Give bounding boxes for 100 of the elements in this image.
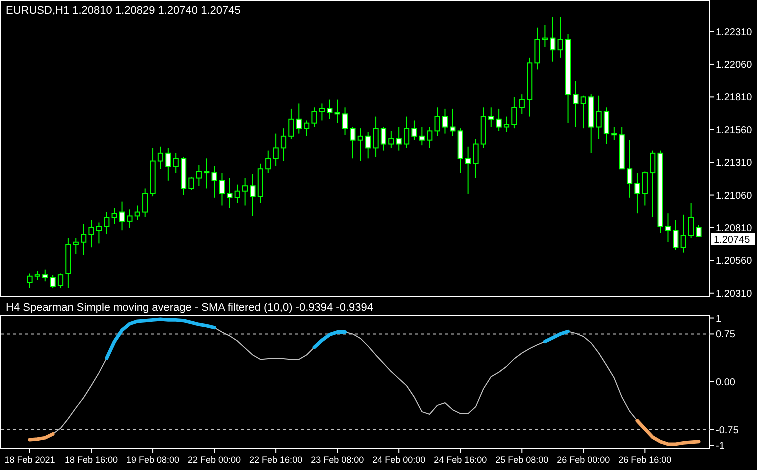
candlestick (626, 140, 633, 198)
candlestick (196, 164, 202, 187)
candlestick (58, 273, 64, 289)
candlestick (558, 16, 564, 58)
candlestick (434, 107, 440, 137)
candlestick (419, 126, 425, 146)
candlestick (312, 107, 318, 128)
candlestick (634, 172, 640, 214)
x-tick-label: 26 Feb 16:00 (618, 455, 672, 465)
y-tick-label: 1.21060 (716, 190, 753, 202)
candlestick (380, 126, 387, 152)
candlestick (219, 172, 226, 206)
candlestick (242, 178, 248, 206)
candlestick (542, 24, 548, 48)
candlestick (673, 220, 679, 251)
candlestick (580, 95, 586, 130)
candlestick (366, 132, 372, 160)
candlestick (327, 99, 333, 120)
candlestick (596, 95, 602, 140)
y-tick-label: 1.21560 (716, 125, 753, 136)
y-tick-label: 0.75 (716, 330, 736, 341)
candlestick (358, 128, 364, 162)
candlestick (119, 201, 126, 232)
candlestick (373, 116, 379, 158)
candlestick (512, 96, 518, 130)
candlestick (50, 274, 56, 289)
candlestick (134, 205, 140, 221)
candlestick (650, 150, 656, 218)
candlestick (504, 116, 510, 133)
candlestick (680, 214, 686, 254)
candlestick (266, 150, 272, 174)
candlestick (158, 146, 164, 170)
y-tick-label: 1.21810 (716, 92, 753, 104)
candlestick (342, 107, 348, 136)
candlestick (534, 27, 540, 70)
x-tick-label: 24 Feb 16:00 (434, 455, 488, 465)
candlestick (450, 108, 456, 137)
candlestick (88, 220, 94, 248)
candlestick (280, 128, 287, 162)
x-tick-label: 18 Feb 2021 (4, 455, 56, 465)
y-tick-label: 0.00 (716, 378, 736, 388)
candlestick (466, 146, 472, 194)
candlestick (319, 103, 326, 122)
candlestick (81, 224, 87, 256)
candlestick (234, 184, 240, 204)
candlestick (288, 108, 294, 140)
chart-title: EURUSD,H1 1.20810 1.20829 1.20740 1.20745 (6, 5, 241, 17)
candlestick (304, 120, 310, 137)
candlestick (688, 202, 694, 239)
x-tick-label: 23 Feb 08:00 (311, 455, 364, 465)
candlestick (388, 130, 394, 149)
x-tick-label: 22 Feb 16:00 (250, 455, 303, 465)
candlestick (227, 178, 233, 209)
x-tick-label: 25 Feb 08:00 (496, 455, 549, 465)
candlestick (204, 158, 210, 190)
candlestick (166, 148, 172, 182)
x-tick-label: 19 Feb 08:00 (126, 455, 180, 465)
candlestick (96, 222, 102, 244)
text: 1.20745 (714, 234, 751, 246)
candlestick (396, 126, 402, 152)
candlestick (34, 270, 40, 281)
candlestick (188, 176, 194, 191)
chart-title: H4 Spearman Simple moving average - SMA filtered (10,0) -0.9394 -0.9394 (6, 302, 374, 314)
candlestick (350, 126, 356, 160)
y-tick-label: 1.21310 (716, 158, 753, 170)
x-tick-label: 18 Feb 16:00 (64, 455, 118, 465)
candlestick (604, 107, 610, 145)
x-tick-label: 22 Feb 00:00 (188, 455, 242, 465)
y-tick-label: 1.22310 (716, 27, 753, 38)
y-tick-label: -0.75 (716, 425, 740, 436)
candlestick (334, 99, 340, 124)
y-tick-label: 1.20810 (716, 223, 753, 234)
candlestick (473, 138, 479, 179)
candlestick (273, 133, 279, 168)
candlestick (142, 188, 148, 218)
x-tick-label: 24 Feb 00:00 (372, 455, 426, 465)
candlestick (42, 269, 48, 282)
candlestick (442, 108, 448, 134)
candlestick (27, 273, 33, 289)
candlestick (496, 108, 502, 132)
candlestick (550, 16, 556, 62)
candlestick (104, 212, 110, 236)
y-tick-label: 1.20310 (716, 288, 753, 300)
candlestick (519, 94, 525, 115)
candlestick (296, 103, 302, 134)
x-tick-label: 26 Feb 00:00 (557, 455, 610, 465)
y-tick-label: 1.22060 (716, 60, 753, 71)
candlestick (488, 107, 494, 128)
candlestick (642, 171, 648, 206)
candlestick (250, 174, 256, 217)
candlestick (612, 126, 618, 141)
candlestick (427, 126, 433, 149)
y-tick-label: 1.20560 (716, 256, 753, 268)
candlestick (112, 208, 118, 225)
candlestick (73, 238, 79, 255)
candlestick (665, 213, 672, 243)
candlestick (412, 120, 418, 141)
candlestick (127, 209, 133, 228)
candlestick (404, 116, 410, 149)
y-tick-label: 1 (716, 314, 722, 325)
